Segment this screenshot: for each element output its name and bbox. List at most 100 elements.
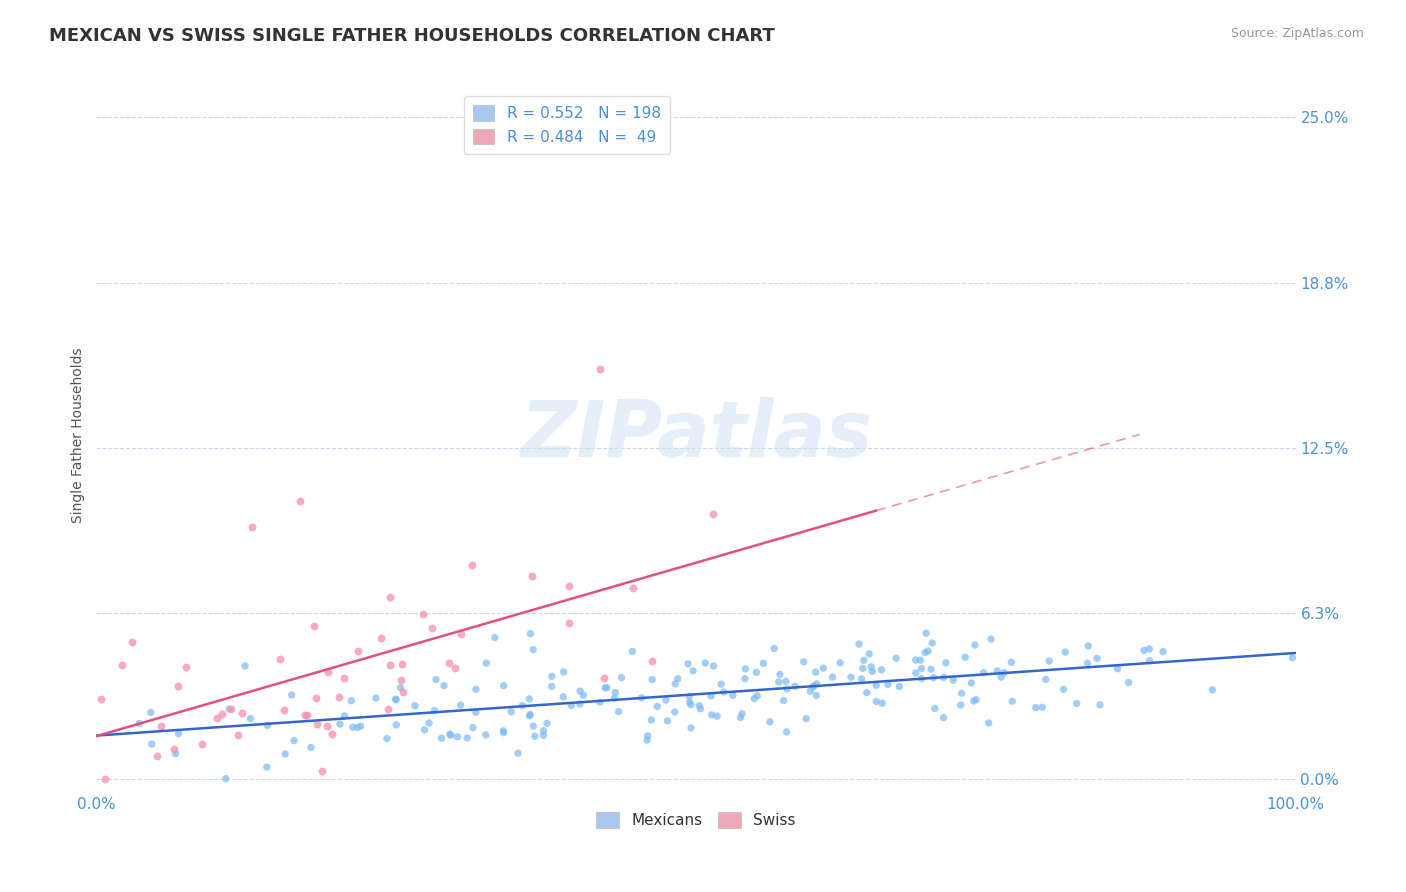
Point xyxy=(347,644,370,658)
Point xyxy=(139,706,162,720)
Point xyxy=(1077,639,1099,653)
Point xyxy=(603,691,626,706)
Point xyxy=(418,716,440,731)
Point xyxy=(986,664,1008,678)
Point xyxy=(506,746,529,760)
Point xyxy=(385,693,408,707)
Point xyxy=(803,679,825,693)
Point xyxy=(592,671,614,685)
Point xyxy=(364,690,387,705)
Point xyxy=(793,655,815,669)
Point xyxy=(1152,645,1174,659)
Point xyxy=(700,707,723,722)
Point xyxy=(932,671,955,685)
Point xyxy=(450,626,472,640)
Point xyxy=(980,632,1002,647)
Point xyxy=(647,699,669,714)
Point xyxy=(977,715,1000,730)
Point xyxy=(128,716,150,731)
Point xyxy=(702,659,724,673)
Point xyxy=(1066,697,1088,711)
Point xyxy=(461,558,484,572)
Point xyxy=(763,641,786,656)
Point xyxy=(734,662,756,676)
Point xyxy=(205,711,228,725)
Point xyxy=(855,685,877,699)
Point xyxy=(239,712,262,726)
Point xyxy=(702,507,724,521)
Point xyxy=(425,673,447,687)
Point xyxy=(806,689,828,703)
Point xyxy=(540,680,562,694)
Point xyxy=(450,698,472,712)
Point xyxy=(1201,682,1223,697)
Point xyxy=(307,717,329,731)
Point xyxy=(688,698,710,713)
Point xyxy=(973,665,995,680)
Point xyxy=(870,663,893,677)
Point xyxy=(329,717,352,731)
Point xyxy=(1281,650,1303,665)
Point xyxy=(695,656,717,670)
Point xyxy=(461,721,484,735)
Point xyxy=(94,772,117,786)
Point xyxy=(655,693,678,707)
Point xyxy=(636,733,658,747)
Point xyxy=(1001,694,1024,708)
Point xyxy=(830,656,852,670)
Point xyxy=(541,669,564,683)
Point xyxy=(433,679,456,693)
Point xyxy=(378,658,401,673)
Point xyxy=(904,665,927,680)
Point xyxy=(666,672,689,686)
Point xyxy=(851,672,873,686)
Point xyxy=(747,689,769,703)
Point xyxy=(1085,651,1108,665)
Point xyxy=(294,708,316,723)
Point xyxy=(256,760,278,774)
Point xyxy=(384,692,406,706)
Legend: Mexicans, Swiss: Mexicans, Swiss xyxy=(591,806,801,834)
Point xyxy=(965,692,987,706)
Point xyxy=(389,681,412,695)
Point xyxy=(318,665,340,679)
Point xyxy=(731,706,754,721)
Point xyxy=(942,673,965,688)
Point xyxy=(1054,645,1077,659)
Point xyxy=(769,667,792,681)
Point xyxy=(910,662,932,676)
Point xyxy=(240,520,263,534)
Point xyxy=(342,720,364,734)
Point xyxy=(375,731,398,746)
Point xyxy=(280,688,302,702)
Point xyxy=(884,651,907,665)
Point xyxy=(522,642,544,657)
Point xyxy=(560,698,582,713)
Point xyxy=(443,661,465,675)
Point xyxy=(146,748,169,763)
Point xyxy=(569,684,592,698)
Point xyxy=(568,697,591,711)
Point xyxy=(328,690,350,704)
Text: ZIPatlas: ZIPatlas xyxy=(520,397,872,473)
Point xyxy=(517,692,540,706)
Point xyxy=(1052,682,1074,697)
Point xyxy=(1038,654,1060,668)
Point xyxy=(700,689,723,703)
Point xyxy=(536,716,558,731)
Point xyxy=(391,684,413,698)
Point xyxy=(752,657,775,671)
Point xyxy=(510,698,533,713)
Point xyxy=(174,659,197,673)
Point xyxy=(141,737,163,751)
Point xyxy=(315,719,337,733)
Point xyxy=(924,701,946,715)
Point xyxy=(332,671,354,685)
Point xyxy=(492,679,515,693)
Point xyxy=(439,727,461,741)
Point xyxy=(955,650,977,665)
Point xyxy=(350,719,373,733)
Point xyxy=(904,653,927,667)
Point xyxy=(269,652,291,666)
Point xyxy=(484,631,506,645)
